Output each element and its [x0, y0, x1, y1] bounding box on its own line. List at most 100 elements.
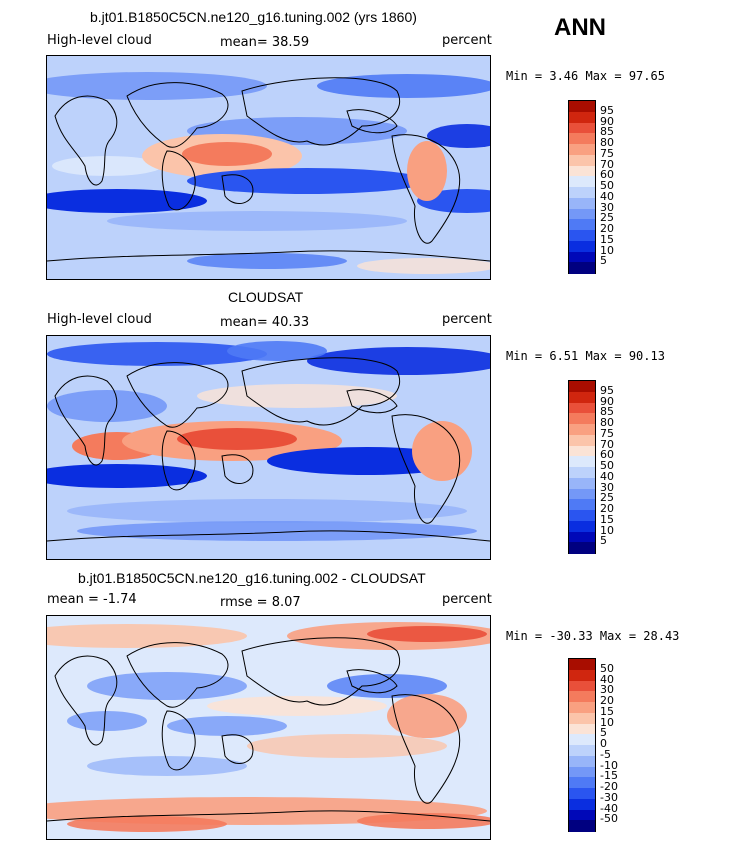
colorbar-swatch — [569, 445, 595, 457]
colorbar-swatch — [569, 402, 595, 414]
coastline — [241, 77, 400, 146]
panel-3-map — [46, 615, 491, 840]
panel-1-variable-label: High-level cloud — [47, 33, 152, 48]
contour-region — [107, 211, 407, 231]
colorbar-tick-label: 40 — [600, 672, 614, 686]
coastline — [346, 389, 398, 414]
coastline — [47, 810, 490, 822]
panel-2-colorbar — [568, 380, 596, 554]
colorbar-swatch — [569, 187, 595, 199]
colorbar-tick-label: 20 — [600, 694, 614, 707]
colorbar-tick-label: -15 — [600, 769, 618, 783]
colorbar-tick-label: 85 — [600, 405, 614, 419]
contour-region — [67, 711, 147, 731]
contour-region — [47, 624, 247, 648]
season-label: ANN — [554, 14, 606, 41]
colorbar-swatch — [569, 165, 595, 177]
colorbar-tick-label: 40 — [600, 189, 614, 203]
colorbar-swatch — [569, 820, 595, 832]
colorbar-swatch — [569, 230, 595, 242]
colorbar-swatch — [569, 197, 595, 209]
contour-region — [47, 189, 207, 213]
colorbar-tick-label: 10 — [600, 243, 614, 257]
panel-1-mean-label: mean= 38.59 — [220, 35, 310, 50]
coastline — [221, 174, 254, 204]
colorbar-swatch — [569, 251, 595, 263]
colorbar-tick-label: 75 — [600, 146, 614, 160]
colorbar-swatch — [569, 734, 595, 746]
colorbar-tick-label: 95 — [600, 103, 614, 117]
colorbar-swatch — [569, 413, 595, 425]
colorbar-swatch — [569, 745, 595, 757]
panel-1-title: b.jt01.B1850C5CN.ne120_g16.tuning.002 (y… — [90, 9, 417, 25]
colorbar-swatch — [569, 702, 595, 714]
panel-3-minmax: Min = -30.33 Max = 28.43 — [506, 629, 680, 643]
colorbar-tick-label: 70 — [600, 157, 614, 171]
coastline — [391, 134, 461, 244]
colorbar-swatch — [569, 542, 595, 554]
colorbar-swatch — [569, 144, 595, 156]
colorbar-tick-label: 90 — [600, 394, 614, 408]
contour-region — [367, 626, 487, 642]
coastline — [391, 414, 461, 524]
contour-region — [307, 347, 490, 375]
colorbar-swatch — [569, 712, 595, 724]
colorbar-tick-label: 15 — [600, 512, 614, 526]
coastline — [161, 710, 196, 771]
panel-3-rmse-label: rmse = 8.07 — [220, 595, 301, 610]
colorbar-tick-label: 70 — [600, 437, 614, 451]
colorbar-tick-label: -30 — [600, 790, 618, 804]
panel-2-contour-field — [47, 336, 490, 559]
contour-region — [167, 716, 287, 736]
colorbar-swatch — [569, 510, 595, 522]
colorbar-swatch — [569, 531, 595, 543]
panel-3-contour-field — [47, 616, 490, 839]
colorbar-tick-label: -5 — [600, 747, 611, 761]
coastline — [54, 375, 118, 466]
colorbar-tick-label: 95 — [600, 383, 614, 397]
colorbar-swatch — [569, 777, 595, 789]
colorbar-tick-label: 90 — [600, 114, 614, 128]
colorbar-tick-label: 80 — [600, 136, 614, 149]
contour-region — [77, 521, 477, 541]
colorbar-swatch — [569, 669, 595, 681]
contour-region — [87, 756, 247, 776]
coastline — [346, 109, 398, 134]
colorbar-swatch — [569, 488, 595, 500]
colorbar-swatch — [569, 456, 595, 468]
coastline — [54, 655, 118, 746]
coastline — [161, 150, 196, 211]
panel-1-minmax: Min = 3.46 Max = 97.65 — [506, 69, 665, 83]
panel-1-units-label: percent — [442, 33, 492, 48]
colorbar-swatch — [569, 723, 595, 735]
contour-region — [357, 258, 490, 274]
colorbar-tick-label: 10 — [600, 715, 614, 729]
contour-region — [47, 342, 267, 366]
contour-region — [207, 696, 387, 716]
contour-region — [357, 813, 490, 829]
contour-region — [187, 253, 347, 269]
contour-region — [177, 428, 297, 450]
colorbar-tick-label: 60 — [600, 448, 614, 462]
colorbar-tick-label: 50 — [600, 459, 614, 472]
colorbar-tick-label: 50 — [600, 179, 614, 192]
colorbar-tick-label: -10 — [600, 758, 618, 772]
colorbar-tick-label: 80 — [600, 416, 614, 429]
colorbar-tick-label: 30 — [600, 480, 614, 494]
contour-region — [327, 674, 447, 698]
colorbar-tick-label: -20 — [600, 780, 618, 793]
coastline — [391, 694, 461, 804]
panel-3-units-label: percent — [442, 592, 492, 607]
coastline — [346, 669, 398, 694]
coastline — [126, 642, 229, 708]
colorbar-swatch — [569, 208, 595, 220]
colorbar-swatch — [569, 219, 595, 231]
colorbar-swatch — [569, 240, 595, 252]
panel-2-variable-label: High-level cloud — [47, 312, 152, 327]
panel-3-title: b.jt01.B1850C5CN.ne120_g16.tuning.002 - … — [78, 570, 426, 586]
contour-region — [387, 694, 467, 738]
coastline — [126, 362, 229, 428]
colorbar-swatch — [569, 755, 595, 767]
colorbar-swatch — [569, 101, 595, 113]
contour-region — [317, 74, 490, 98]
